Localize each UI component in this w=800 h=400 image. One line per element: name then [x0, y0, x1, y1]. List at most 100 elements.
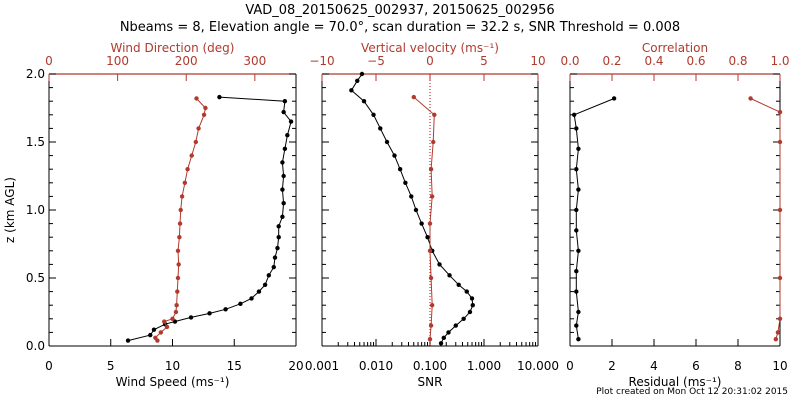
data-point	[748, 96, 753, 101]
data-point	[276, 235, 281, 240]
data-point	[428, 167, 434, 172]
top-tick-label: −10	[309, 54, 334, 68]
data-point	[574, 269, 579, 274]
data-point	[272, 255, 278, 260]
x-tick-label: 10.000	[517, 359, 559, 373]
data-point	[179, 194, 185, 199]
data-point	[576, 187, 581, 192]
data-point	[276, 224, 281, 229]
x-tick-label: 2	[608, 359, 616, 373]
data-point	[238, 301, 243, 307]
top-tick-label: 10	[530, 54, 545, 68]
top-tick-label: 200	[175, 54, 198, 68]
data-point	[384, 139, 390, 145]
x-axis-label: Residual (ms⁻¹)	[629, 375, 722, 389]
data-point	[397, 167, 403, 172]
data-point	[355, 78, 360, 84]
x-tick-label: 10	[165, 359, 180, 373]
data-point	[576, 309, 581, 315]
data-point	[461, 316, 466, 321]
data-point	[207, 311, 212, 316]
data-point	[173, 309, 179, 315]
x-tick-label: 8	[734, 359, 742, 373]
data-point	[249, 296, 254, 301]
data-point	[125, 338, 131, 343]
data-point	[371, 112, 376, 118]
data-point	[428, 323, 434, 328]
data-point	[427, 248, 433, 253]
top-tick-label: 0	[426, 54, 434, 68]
data-point	[574, 126, 579, 131]
data-point	[611, 96, 617, 101]
y-tick-label: 1.5	[26, 135, 45, 149]
data-point	[574, 323, 579, 328]
data-point	[282, 146, 288, 151]
x-axis-label: SNR	[418, 375, 443, 389]
x-tick-label: 0	[566, 359, 574, 373]
top-tick-label: 1.0	[770, 54, 789, 68]
data-point	[777, 316, 783, 321]
data-point	[447, 273, 452, 278]
data-point	[392, 153, 397, 158]
data-point	[280, 160, 285, 165]
top-tick-label: 0	[45, 54, 53, 68]
data-point	[574, 289, 579, 294]
data-point	[428, 275, 434, 281]
y-tick-label: 2.0	[26, 67, 45, 81]
data-point	[427, 221, 433, 226]
y-tick-label: 0.0	[26, 339, 45, 353]
data-point	[170, 316, 175, 321]
data-point	[411, 94, 416, 100]
x-tick-label: 4	[650, 359, 658, 373]
data-point	[281, 201, 286, 206]
residual-panel	[569, 73, 783, 347]
data-point	[177, 221, 183, 226]
series-line-residual	[573, 98, 615, 340]
data-point	[194, 96, 199, 101]
series-line-vertical-velocity	[413, 96, 435, 340]
data-point	[431, 139, 436, 145]
data-point	[773, 337, 778, 342]
x-tick-label: 6	[692, 359, 700, 373]
data-point	[271, 264, 276, 270]
y-tick-label: 1.0	[26, 203, 45, 217]
data-point	[576, 146, 581, 151]
x-tick-label: 0.100	[413, 359, 447, 373]
top-axis-label: Vertical velocity (ms⁻¹)	[361, 41, 499, 55]
data-point	[576, 337, 581, 342]
data-point	[425, 235, 430, 240]
top-tick-label: 0.6	[686, 54, 705, 68]
data-point	[777, 207, 783, 213]
data-point	[176, 262, 181, 267]
top-tick-label: 0.4	[644, 54, 663, 68]
data-point	[409, 194, 414, 199]
data-point	[349, 88, 354, 93]
data-point	[432, 112, 437, 118]
data-point	[182, 180, 188, 185]
y-axis-label: z (km AGL)	[3, 177, 17, 243]
data-point	[162, 319, 167, 324]
data-point	[153, 335, 158, 341]
data-point	[777, 275, 783, 281]
data-point	[378, 126, 383, 131]
data-point	[282, 99, 288, 104]
data-point	[775, 330, 781, 335]
data-point	[201, 112, 207, 118]
data-point	[469, 296, 475, 301]
data-point	[777, 139, 783, 145]
data-point	[266, 273, 272, 278]
series-line-correlation	[750, 98, 781, 340]
figure-title: VAD_08_20150625_002937, 20150625_002956	[245, 3, 555, 18]
x-axis-label: Wind Speed (ms⁻¹)	[116, 375, 230, 389]
data-point	[403, 180, 408, 185]
data-point	[185, 167, 190, 172]
figure-subtitle: Nbeams = 8, Elevation angle = 70.0°, sca…	[119, 20, 681, 35]
data-point	[175, 289, 180, 294]
data-point	[189, 153, 194, 158]
top-axis-label: Correlation	[642, 41, 708, 55]
data-point	[256, 289, 262, 294]
x-tick-label: 5	[107, 359, 115, 373]
data-point	[419, 221, 424, 226]
data-point	[446, 330, 451, 335]
